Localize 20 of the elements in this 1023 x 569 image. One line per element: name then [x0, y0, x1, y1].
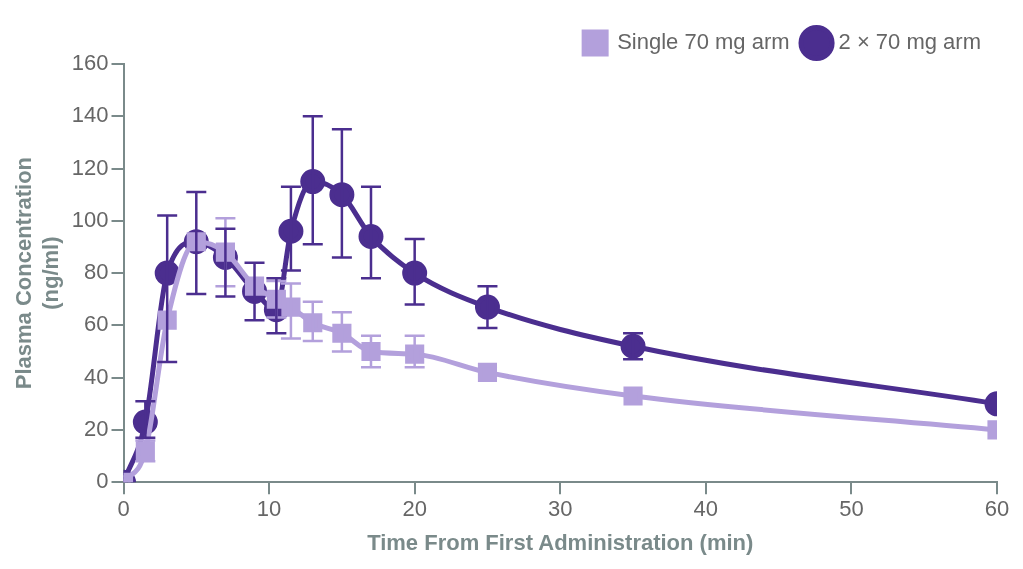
x-tick-label: 0 [117, 496, 130, 522]
legend-label: Single 70 mg arm [617, 29, 790, 55]
y-tick-label: 80 [84, 259, 109, 285]
y-tick-label: 0 [96, 468, 109, 494]
y-axis-title: Plasma Concentration (ng/ml) [11, 156, 63, 390]
y-tick-label: 60 [84, 311, 109, 337]
y-tick-label: 100 [71, 206, 109, 232]
x-tick-label: 40 [693, 496, 719, 522]
y-tick-label: 160 [71, 50, 109, 76]
y-tick-label: 20 [84, 415, 109, 441]
x-tick-label: 10 [256, 496, 282, 522]
x-tick-label: 20 [402, 496, 427, 522]
y-tick-label: 140 [71, 102, 109, 128]
x-tick-label: 60 [984, 496, 1010, 522]
legend-label: 2 × 70 mg arm [838, 29, 981, 55]
x-tick-label: 50 [839, 496, 864, 522]
x-axis-title: Time From First Administration (min) [367, 529, 754, 555]
y-tick-label: 40 [84, 363, 109, 389]
y-tick-label: 120 [71, 154, 109, 180]
x-tick-label: 30 [548, 496, 573, 522]
